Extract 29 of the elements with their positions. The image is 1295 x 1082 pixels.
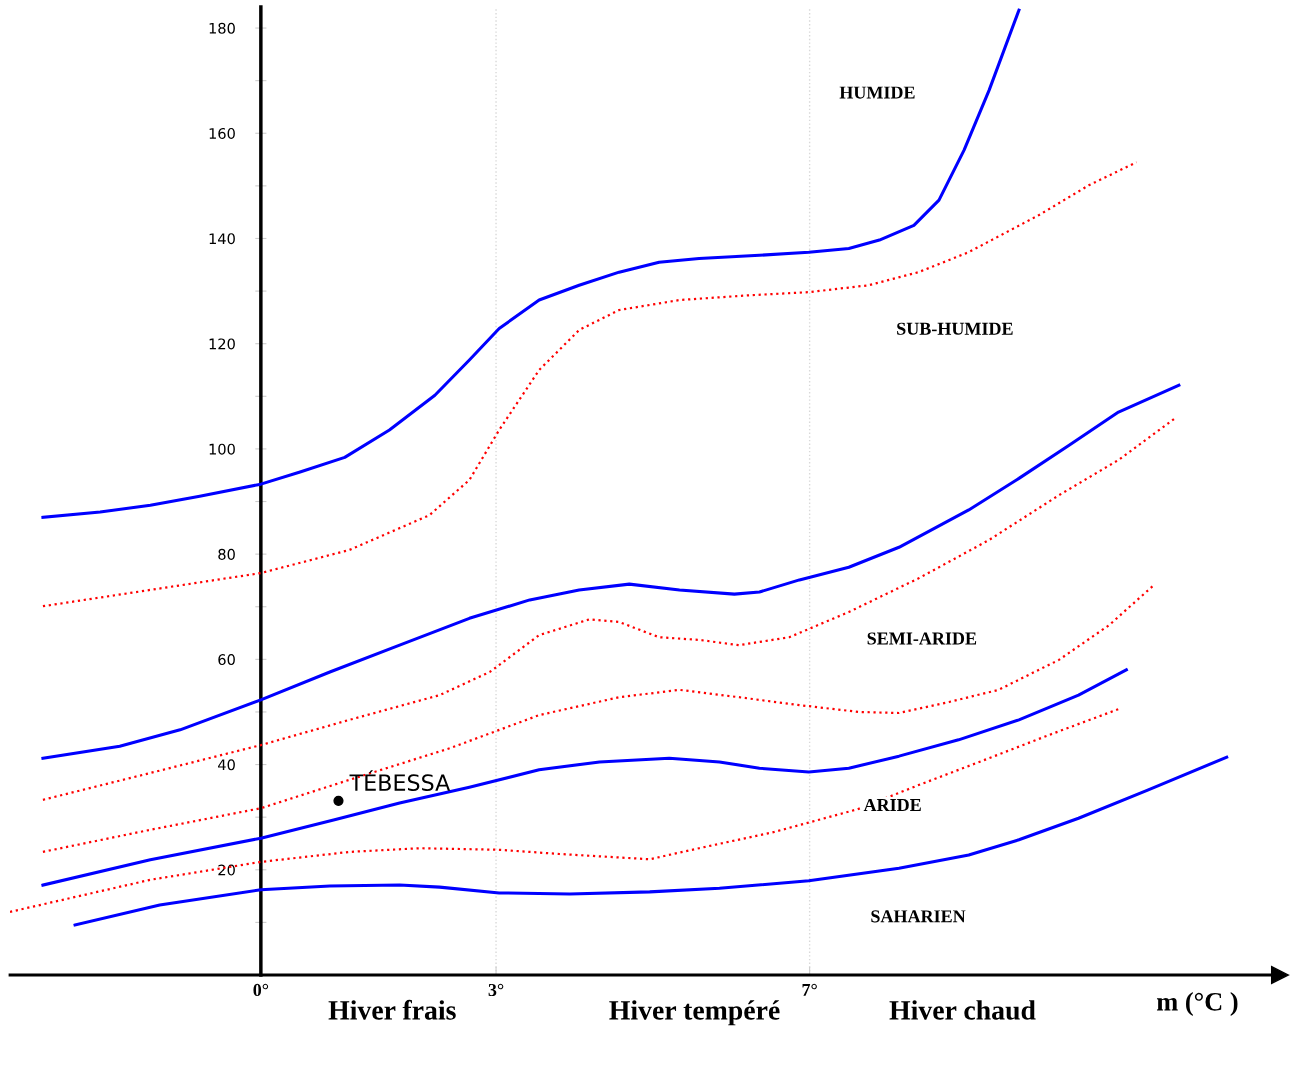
y-tick-label: 60 bbox=[218, 654, 235, 666]
line-series bbox=[41, 161, 1138, 608]
x-tick-label: 7° bbox=[802, 983, 817, 996]
line-series bbox=[41, 584, 1155, 854]
text: Hiver chaud bbox=[889, 1000, 1036, 1020]
y-tick-label: 100 bbox=[209, 443, 235, 455]
text: Hiver tempéré bbox=[609, 1000, 780, 1026]
line-series bbox=[73, 755, 1229, 927]
line-series bbox=[41, 383, 1181, 760]
line-series bbox=[41, 417, 1177, 801]
x-axis-title: m (°C ) bbox=[1156, 992, 1238, 1017]
line-series bbox=[41, 668, 1128, 887]
y-tick-label: 40 bbox=[218, 759, 235, 771]
annotation: HUMIDE bbox=[839, 86, 915, 99]
y-tick-label: 160 bbox=[209, 127, 235, 140]
y-tick-label: 140 bbox=[209, 233, 235, 245]
annotation: ARIDE bbox=[863, 798, 921, 811]
y-tick-label: 120 bbox=[209, 338, 235, 350]
y-tick-label: 180 bbox=[209, 22, 235, 34]
line-series bbox=[41, 8, 1021, 519]
y-tick-label: 80 bbox=[218, 548, 235, 560]
annotation: SEMI-ARIDE bbox=[867, 632, 977, 645]
series-label: TÉBESSA bbox=[349, 770, 451, 791]
text: Hiver frais bbox=[328, 999, 456, 1020]
x-tick-label: 3° bbox=[488, 983, 504, 997]
x-tick-label: 0° bbox=[253, 983, 269, 997]
y-tick-label: 20 bbox=[218, 864, 235, 876]
annotation: SUB-HUMIDE bbox=[897, 322, 1013, 335]
annotation: SAHARIEN bbox=[871, 910, 966, 923]
